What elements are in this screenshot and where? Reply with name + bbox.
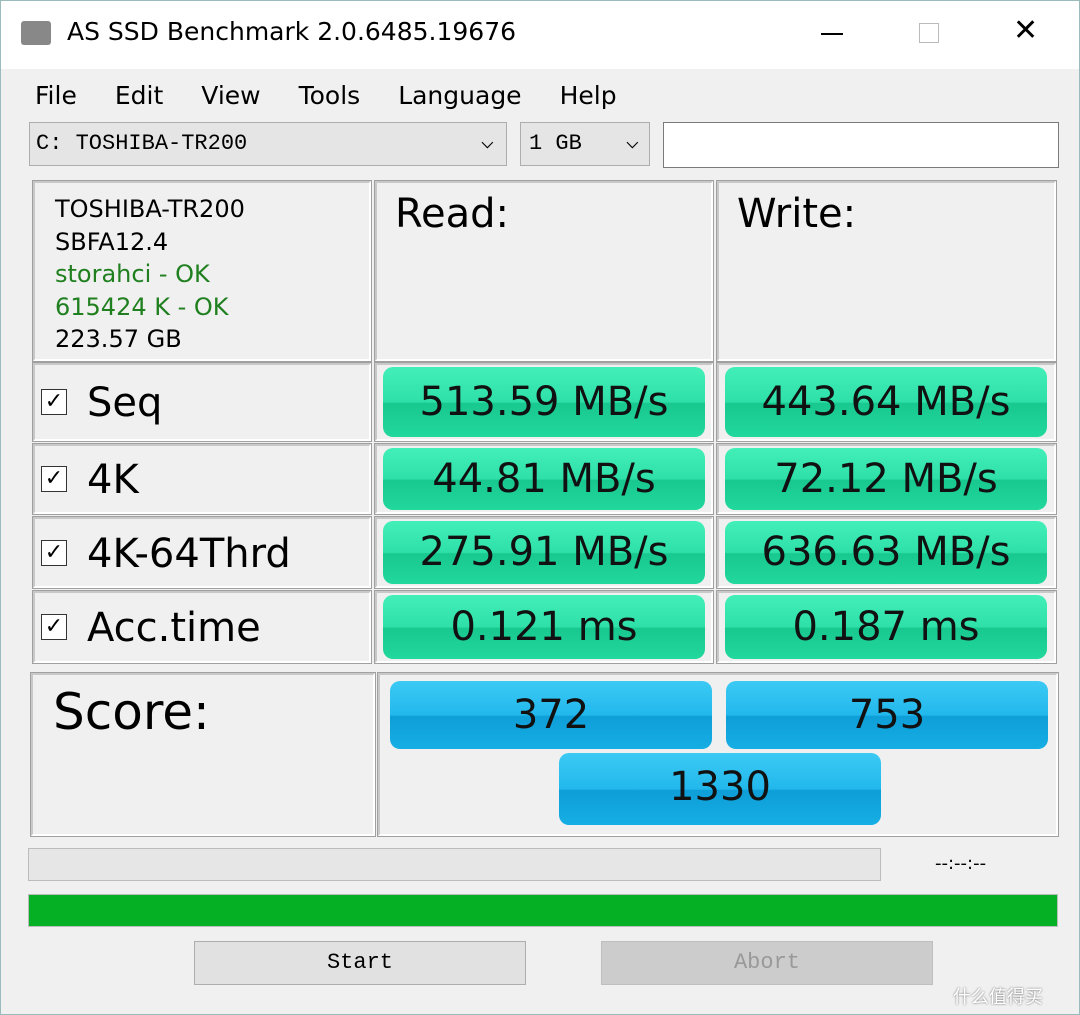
text-field[interactable] — [663, 122, 1059, 168]
time-label: --:--:-- — [935, 853, 987, 874]
drive-text: C: TOSHIBA-TR200 — [36, 131, 248, 156]
size-text: 1 GB — [529, 131, 582, 156]
test-name: 4K-64Thrd — [87, 530, 291, 577]
write-cell: 443.64 MB/s — [716, 362, 1057, 442]
test-name: 4K — [87, 457, 139, 503]
info-line: TOSHIBA-TR200 — [55, 195, 245, 223]
read-result: 0.121 ms — [383, 595, 705, 659]
write-cell: 0.187 ms — [716, 590, 1057, 664]
size-select[interactable]: 1 GB ⌵ — [520, 122, 650, 166]
write-result: 72.12 MB/s — [725, 448, 1047, 510]
drive-info: TOSHIBA-TR200 SBFA12.4 storahci - OK 615424… — [32, 180, 372, 362]
write-result: 0.187 ms — [725, 595, 1047, 659]
menu-item[interactable]: Edit — [114, 81, 164, 110]
read-cell: 275.91 MB/s — [374, 516, 714, 589]
info-line: 223.57 GB — [55, 325, 182, 353]
read-result: 513.59 MB/s — [383, 367, 705, 437]
read-header: Read: — [374, 180, 714, 362]
test-name: Seq — [87, 380, 163, 426]
drive-select[interactable]: C: TOSHIBA-TR200 ⌵ — [29, 122, 507, 166]
maximize[interactable] — [919, 23, 939, 43]
read-label: Read: — [395, 191, 509, 237]
close[interactable]: ✕ — [1013, 13, 1039, 48]
title-bar: AS SSD Benchmark 2.0.6485.19676 ✕ — [1, 1, 1079, 69]
info-line: 615424 K - OK — [55, 292, 229, 321]
checkbox[interactable]: ✓ — [41, 539, 67, 566]
app-icon — [21, 21, 51, 45]
write-result: 443.64 MB/s — [725, 367, 1047, 437]
test-cell: ✓ Seq — [32, 362, 372, 442]
read-cell: 513.59 MB/s — [374, 362, 714, 442]
menu-item[interactable]: Language — [398, 81, 522, 110]
test-cell: ✓ Acc.time — [32, 590, 372, 664]
total-progress — [28, 894, 1058, 927]
read-result: 44.81 MB/s — [383, 448, 705, 510]
test-cell: ✓ 4K — [32, 443, 372, 515]
menu-item[interactable]: Tools — [298, 81, 361, 110]
minimize[interactable] — [821, 33, 843, 35]
write-result: 636.63 MB/s — [725, 521, 1047, 584]
write-label: Write: — [737, 191, 857, 237]
write-cell: 72.12 MB/s — [716, 443, 1057, 515]
checkbox[interactable]: ✓ — [41, 389, 67, 415]
checkbox[interactable]: ✓ — [41, 614, 67, 640]
read-cell: 44.81 MB/s — [374, 443, 714, 515]
window-title: AS SSD Benchmark 2.0.6485.19676 — [67, 17, 516, 46]
checkbox[interactable]: ✓ — [41, 466, 67, 492]
score-total: 1330 — [559, 753, 881, 825]
write-header: Write: — [716, 180, 1057, 362]
read-cell: 0.121 ms — [374, 590, 714, 664]
read-result: 275.91 MB/s — [383, 521, 705, 584]
info-line: storahci - OK — [55, 260, 210, 288]
start-button[interactable]: Start — [194, 941, 526, 985]
score-cell: 372 753 1330 — [377, 672, 1059, 837]
score-label-cell: Score: — [30, 672, 376, 837]
menu-item[interactable]: File — [35, 81, 77, 110]
score-label: Score: — [53, 683, 210, 741]
info-line: SBFA12.4 — [55, 227, 169, 256]
menu-item[interactable]: View — [201, 81, 261, 110]
progress-bar — [28, 848, 881, 881]
score-read: 372 — [390, 681, 712, 749]
abort-button[interactable]: Abort — [601, 941, 933, 985]
menu-bar: File Edit View Tools Language Help — [35, 81, 617, 111]
write-cell: 636.63 MB/s — [716, 516, 1057, 589]
test-cell: ✓ 4K-64Thrd — [32, 516, 372, 589]
score-write: 753 — [726, 681, 1048, 749]
test-name: Acc.time — [87, 605, 261, 651]
watermark: 什么值得买 — [953, 987, 1043, 1008]
menu-item[interactable]: Help — [559, 81, 617, 110]
